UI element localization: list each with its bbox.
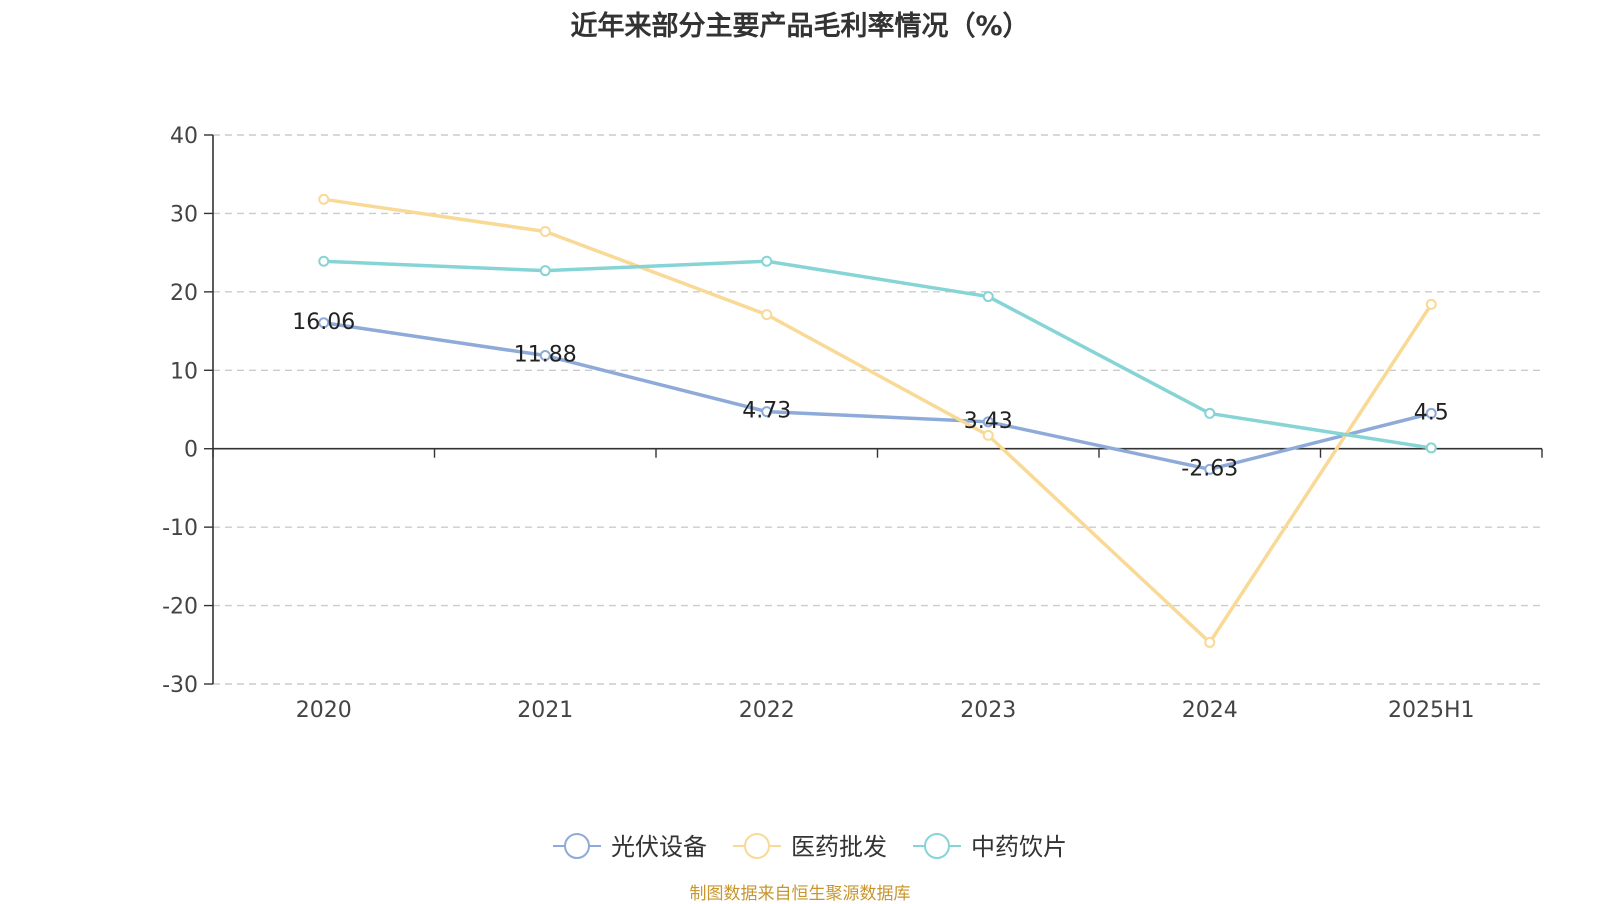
- axis-layer: -30 -20 -10 0 10 20 30 40 2020 2021 2022 2023 2024 20…: [162, 124, 1543, 723]
- y-tick-label: 30: [170, 202, 198, 227]
- data-point: [539, 265, 551, 277]
- data-point: [1425, 298, 1437, 310]
- data-label: 4.73: [742, 399, 791, 424]
- y-tick-label: 10: [170, 359, 198, 384]
- y-tick-label: 40: [170, 124, 198, 149]
- x-tick-label: 2024: [1182, 698, 1238, 723]
- y-tick-label: 20: [170, 281, 198, 306]
- data-point: [1425, 442, 1437, 454]
- data-point: [982, 429, 994, 441]
- data-point: [982, 291, 994, 303]
- data-point: [1204, 636, 1216, 648]
- data-point: [761, 255, 773, 267]
- data-point: [318, 193, 330, 205]
- legend-item: 光伏设备: [553, 833, 707, 861]
- data-point: [761, 406, 773, 418]
- data-point: [1204, 463, 1216, 475]
- data-label: -2.63: [1181, 456, 1238, 481]
- grid-layer: [213, 134, 1542, 685]
- series-line: [323, 197, 1433, 645]
- series-line: [323, 321, 1432, 472]
- y-tick-label: 0: [184, 438, 198, 463]
- data-label-layer: 16.06 11.88 4.73 3.43 -2.63 4.5: [292, 310, 1448, 482]
- legend-marker: [744, 833, 770, 859]
- x-tick-label: 2023: [960, 698, 1016, 723]
- y-tick-label: -10: [162, 516, 198, 541]
- data-point: [982, 416, 994, 428]
- data-point: [318, 255, 330, 267]
- legend-label: 光伏设备: [611, 833, 707, 861]
- data-point: [318, 317, 330, 329]
- data-point: [539, 225, 551, 237]
- data-label: 16.06: [292, 310, 355, 335]
- x-tick-label: 2021: [517, 698, 573, 723]
- legend-marker: [564, 833, 590, 859]
- legend: 光伏设备 医药批发 中药饮片: [553, 833, 1067, 861]
- data-point: [1425, 407, 1437, 419]
- legend-label: 医药批发: [791, 833, 887, 861]
- legend-item: 中药饮片: [913, 833, 1067, 861]
- series-line: [323, 259, 1432, 450]
- y-tick-label: -30: [162, 673, 198, 698]
- data-point: [539, 350, 551, 362]
- y-tick-label: -20: [162, 595, 198, 620]
- chart-title: 近年来部分主要产品毛利率情况（%）: [570, 11, 1030, 42]
- series-layer: [318, 193, 1437, 648]
- legend-item: 医药批发: [733, 833, 887, 861]
- data-label: 3.43: [964, 409, 1013, 434]
- data-point: [1204, 407, 1216, 419]
- x-tick-label: 2025H1: [1388, 698, 1475, 723]
- data-point: [761, 309, 773, 321]
- x-tick-label: 2020: [296, 698, 352, 723]
- data-label: 11.88: [514, 343, 577, 368]
- legend-label: 中药饮片: [971, 833, 1067, 861]
- legend-marker: [924, 833, 950, 859]
- data-label: 4.5: [1414, 400, 1449, 425]
- x-tick-label: 2022: [739, 698, 795, 723]
- source-note: 制图数据来自恒生聚源数据库: [689, 884, 911, 904]
